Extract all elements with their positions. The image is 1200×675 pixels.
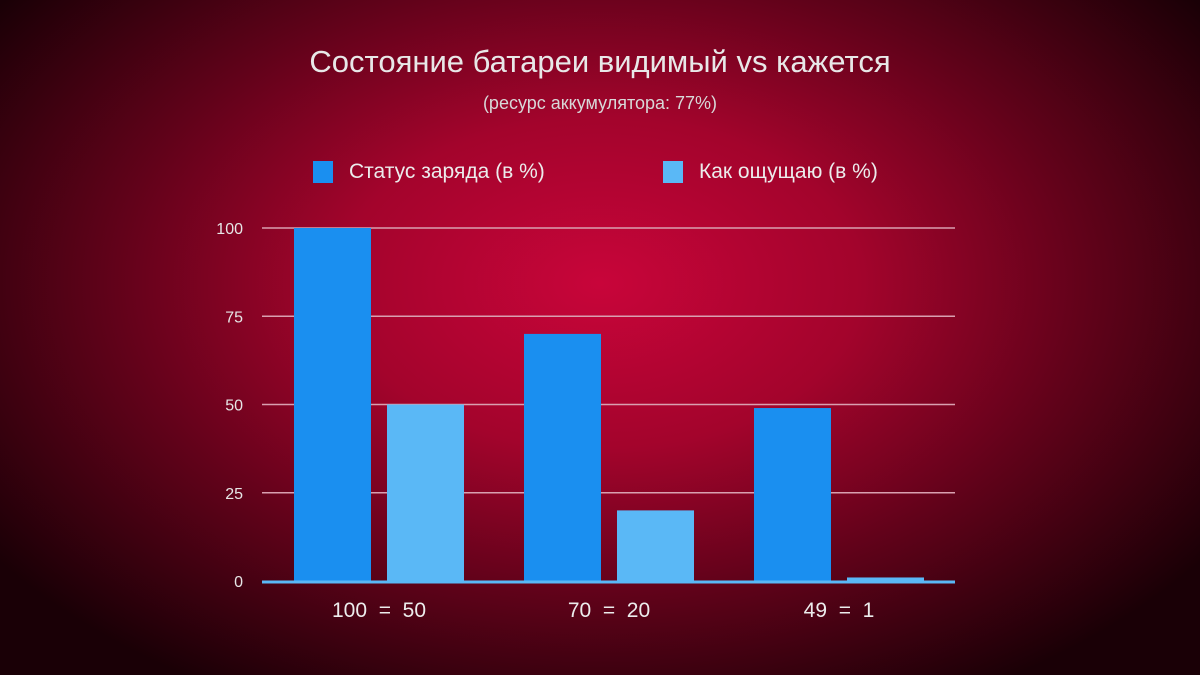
bar	[294, 228, 371, 581]
bar	[754, 408, 831, 581]
y-tick-label: 100	[216, 221, 243, 238]
chart-subtitle: (ресурс аккумулятора: 77%)	[482, 93, 718, 113]
x-tick-label: 100 = 50	[332, 599, 426, 622]
legend-swatch	[663, 161, 683, 183]
bar	[387, 404, 464, 581]
legend-swatch	[313, 161, 333, 183]
y-tick-label: 0	[234, 574, 243, 591]
y-tick-label: 75	[225, 309, 243, 326]
bar	[617, 510, 694, 581]
y-tick-label: 50	[225, 398, 243, 415]
x-tick-label: 70 = 20	[568, 599, 650, 622]
x-tick-label: 49 = 1	[804, 599, 875, 622]
legend-label: Статус заряда (в %)	[349, 160, 545, 183]
legend-item-perceived: Как ощущаю (в %)	[663, 160, 878, 184]
bar	[524, 333, 601, 581]
bar	[847, 577, 924, 581]
chart-title: Состояние батареи видимый vs кажется	[309, 44, 891, 79]
legend-item-charge-status: Статус заряда (в %)	[313, 160, 545, 184]
legend-label: Как ощущаю (в %)	[699, 160, 878, 183]
y-tick-label: 25	[225, 486, 243, 503]
